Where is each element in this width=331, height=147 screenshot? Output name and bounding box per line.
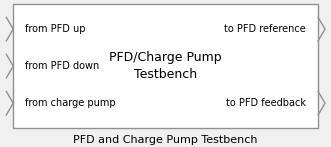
Text: from PFD down: from PFD down bbox=[25, 61, 99, 71]
Text: to PFD reference: to PFD reference bbox=[224, 24, 306, 34]
Text: from PFD up: from PFD up bbox=[25, 24, 85, 34]
Text: PFD/Charge Pump
Testbench: PFD/Charge Pump Testbench bbox=[109, 51, 222, 81]
Text: PFD and Charge Pump Testbench: PFD and Charge Pump Testbench bbox=[73, 135, 258, 145]
Bar bbox=[13, 4, 318, 128]
Text: from charge pump: from charge pump bbox=[25, 98, 116, 108]
Text: to PFD feedback: to PFD feedback bbox=[226, 98, 306, 108]
